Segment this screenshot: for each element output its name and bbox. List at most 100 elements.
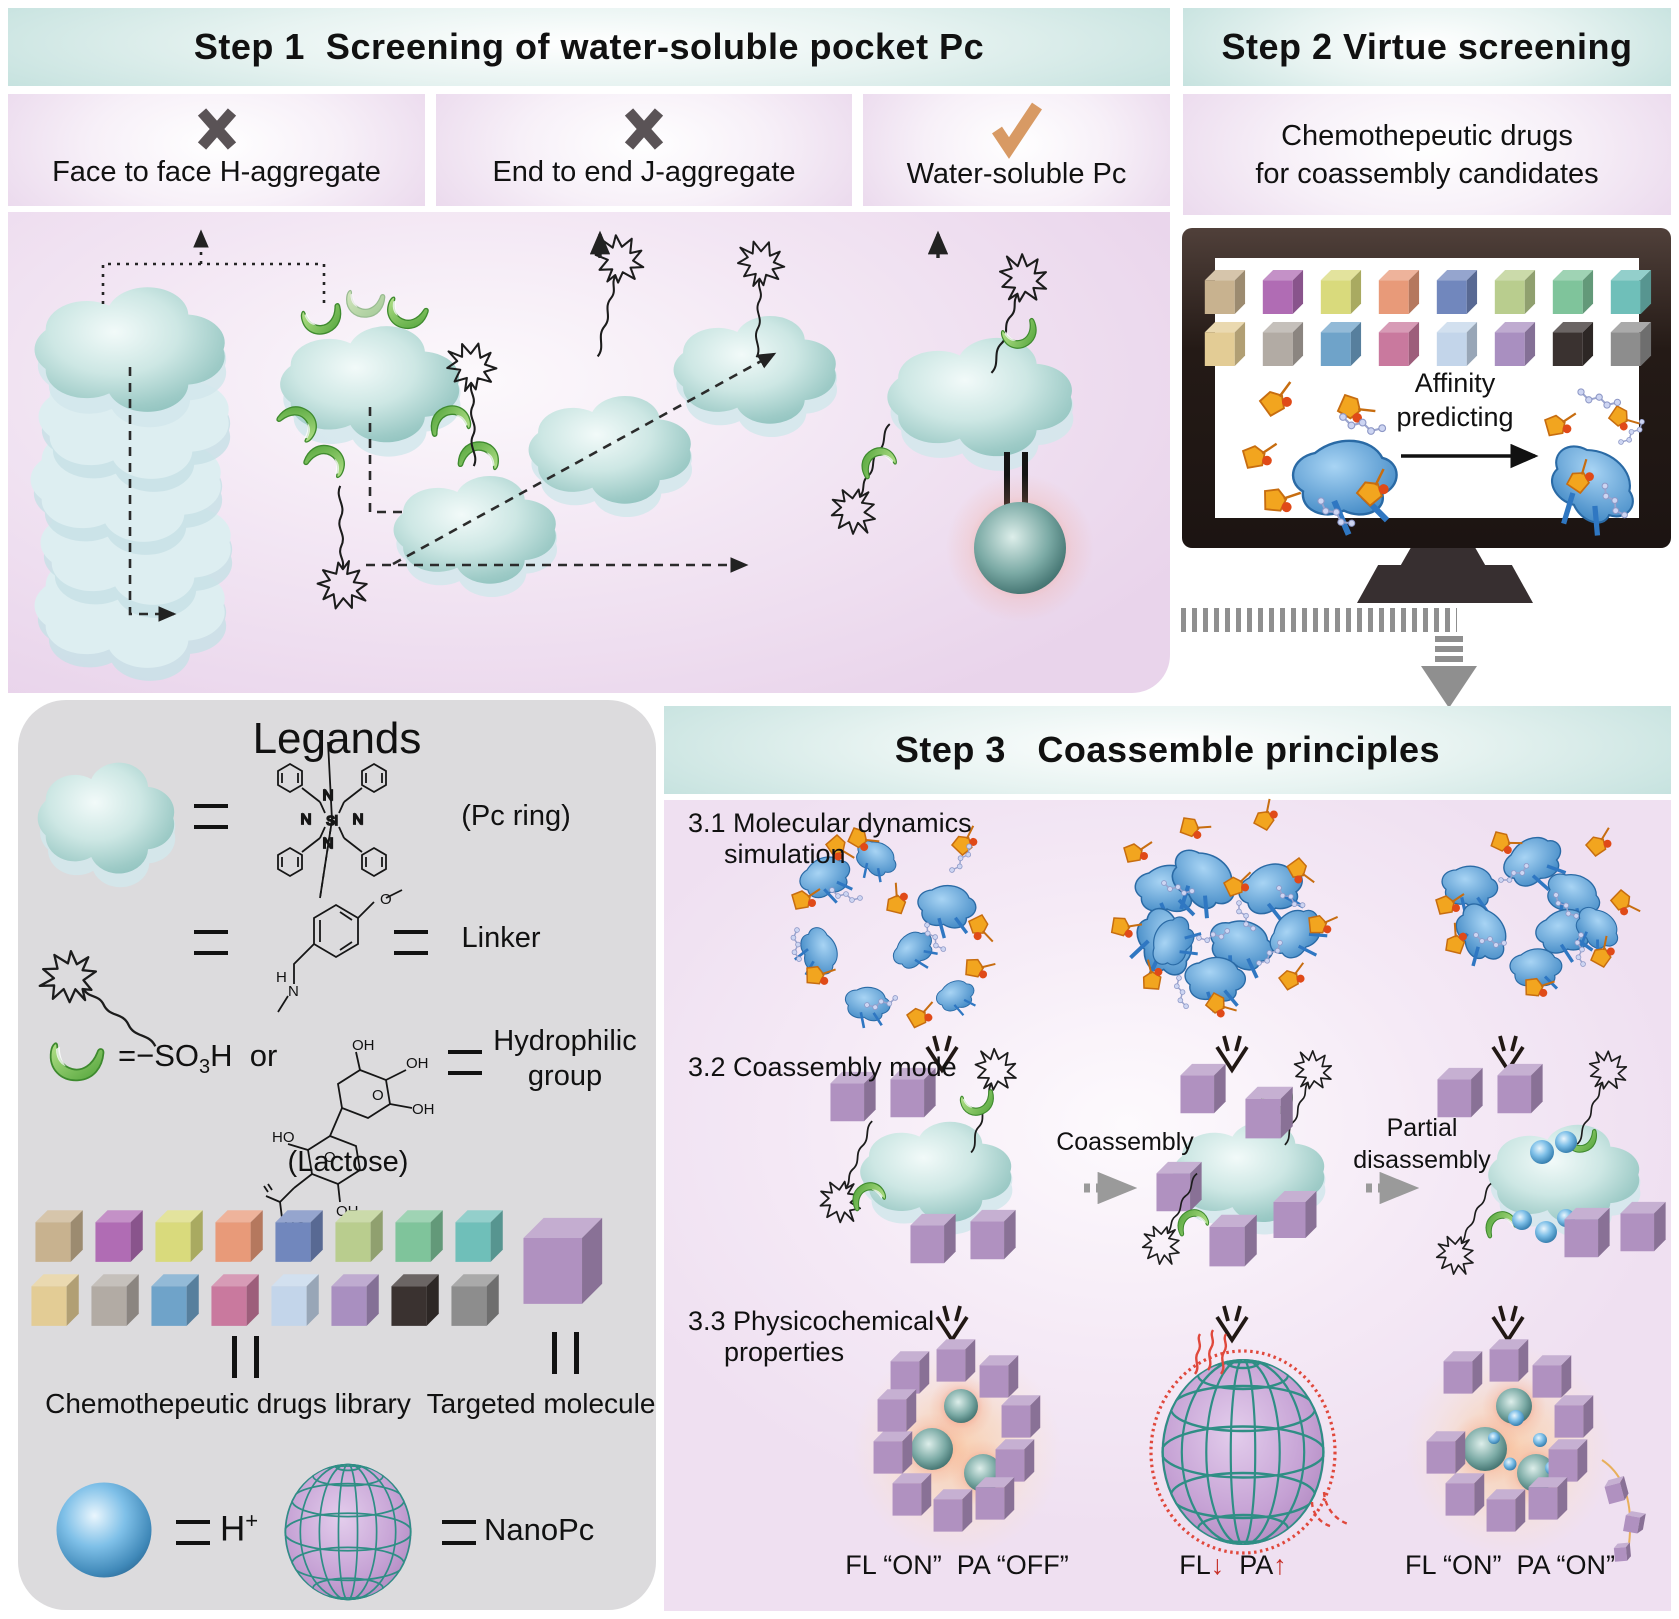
drug-cube-icon (1436, 269, 1478, 314)
drug-cube-icon (1610, 321, 1652, 366)
drug-cube-icon (215, 1210, 263, 1262)
s33-label: 3.3 Physicochemical properties (688, 1306, 935, 1367)
targeted-molecule-cube (518, 1214, 604, 1306)
step2-subtitle-box: Chemothepeutic drugs for coassembly cand… (1183, 94, 1671, 215)
equals-icon (394, 930, 428, 955)
partial-disassembly-label: Partial disassembly (1353, 1114, 1491, 1174)
monitor-screen: Affinity predicting (1204, 258, 1652, 518)
panel-water-soluble: Water-soluble Pc (863, 94, 1170, 206)
svg-text:Si: Si (326, 813, 338, 828)
s32-label: 3.2 Coassembly mode (688, 1052, 957, 1082)
proton-sphere-icon (56, 1482, 152, 1578)
panel-water-soluble-label: Water-soluble Pc (906, 158, 1127, 190)
double-down-arrow-icon (1215, 1304, 1249, 1342)
h-plus-label: H+ (220, 1508, 259, 1549)
svg-text:HO: HO (272, 1129, 295, 1146)
hydrophilic-label: Hydrophilic group (493, 1025, 637, 1092)
step3-title: Step 3 Coassemble principles (894, 729, 1441, 770)
drug-cube-icon (1262, 321, 1304, 366)
pc-ring-structure-icon: N N N N Si (277, 741, 387, 899)
fl-on-pa-off-illustration (853, 1339, 1061, 1556)
drug-cube-icon (1552, 269, 1594, 314)
panel-j-aggregate-label: End to end J-aggregate (492, 156, 796, 188)
drug-cube-icon (271, 1274, 319, 1326)
step1-illustration (8, 229, 1094, 693)
library-label: Chemothepeutic drugs library (45, 1388, 411, 1419)
drug-cube-icon (275, 1210, 323, 1262)
hydrophilic-pocket-icon (49, 1042, 105, 1082)
equals-icon (448, 1050, 482, 1075)
so3h-label: =−SO3H or (118, 1038, 278, 1079)
affinity-label: Affinity predicting (1396, 368, 1514, 432)
nanopc-sphere-icon (974, 502, 1066, 594)
svg-text:OH: OH (352, 1037, 375, 1054)
drug-cube-icon (1378, 321, 1420, 366)
drug-cube-icon (523, 1217, 603, 1304)
monitor-stand-base (1357, 565, 1533, 603)
svg-text:H: H (276, 969, 287, 986)
drug-cube-icon (1378, 269, 1420, 314)
pc-ring-label: (Pc ring) (461, 800, 571, 832)
lactose-structure-icon: O O OH OH OH HO OH HO (263, 1037, 435, 1236)
panel-h-aggregate: Face to face H-aggregate (8, 94, 425, 206)
linker-squiggle-icon (31, 939, 178, 1060)
drug-cube-icon (395, 1210, 443, 1262)
drug-cube-icon (211, 1274, 259, 1326)
h-aggregate-stack-illustration (31, 287, 233, 681)
svg-text:O: O (372, 1087, 384, 1104)
step3-illustration (664, 799, 1666, 1562)
drug-cube-icon (95, 1210, 143, 1262)
monitor-cube-row-2 (1204, 320, 1652, 367)
equals-icon (552, 1332, 579, 1374)
step1-header: Step 1 Screening of water-soluble pocket… (8, 8, 1170, 86)
step2-subtitle-line2: for coassembly candidates (1255, 157, 1599, 190)
svg-text:N: N (301, 811, 312, 828)
step3-header: Step 3 Coassemble principles (664, 706, 1671, 794)
svg-text:N: N (323, 835, 334, 852)
fl-pa-left-label: FL “ON” PA “OFF” (845, 1550, 1069, 1580)
monitor-stand-neck (1398, 548, 1488, 570)
svg-text:OH: OH (412, 1101, 435, 1118)
library-cube-row-2 (28, 1272, 500, 1327)
svg-text:N: N (288, 983, 299, 1000)
drug-cube-icon (91, 1274, 139, 1326)
step2-header: Step 2 Virtue screening (1183, 8, 1671, 86)
svg-text:OH: OH (406, 1055, 429, 1072)
double-down-arrow-icon (1491, 1304, 1525, 1342)
drug-cube-icon (1494, 321, 1536, 366)
monitor-cube-row-1 (1204, 268, 1652, 315)
drug-cube-icon (1204, 269, 1246, 314)
pocket-pc-illustration (273, 289, 500, 520)
drug-cube-icon (391, 1274, 439, 1326)
drug-cube-icon (451, 1274, 499, 1326)
drug-cube-icon (331, 1274, 379, 1326)
md-simulation-compact-icon (1436, 827, 1640, 1001)
drug-cube-icon (1552, 321, 1594, 366)
svg-text:O: O (380, 891, 392, 908)
step2-subtitle-line1: Chemothepeutic drugs (1281, 119, 1573, 152)
md-simulation-dense-icon (1108, 799, 1338, 1023)
keyboard-icon (1181, 608, 1457, 632)
nanopc-label: NanoPc (484, 1512, 595, 1547)
monitor: Affinity predicting (1182, 228, 1671, 548)
double-down-arrow-icon (935, 1304, 969, 1342)
svg-text:N: N (353, 811, 364, 828)
drug-cube-icon (1262, 269, 1304, 314)
drug-cube-icon (1204, 321, 1246, 366)
equals-icon (442, 1520, 476, 1545)
cross-icon (197, 108, 236, 150)
legends-title: Legands (252, 714, 422, 763)
fl-on-pa-on-illustration (1406, 1339, 1646, 1562)
legends-panel: Legands N N N N Si (Pc ring) (18, 700, 656, 1610)
svg-text:O: O (324, 1149, 336, 1166)
drug-cube-icon (155, 1210, 203, 1262)
coassembly-assembled-illustration (1135, 1046, 1338, 1270)
drug-cube-icon (1494, 269, 1536, 314)
drug-cube-icon (335, 1210, 383, 1262)
cross-icon (624, 108, 664, 150)
equals-icon (176, 1520, 210, 1545)
flow-down-arrow-icon (1421, 636, 1477, 708)
drug-cube-icon (151, 1274, 199, 1326)
step1-title: Step 1 Screening of water-soluble pocket… (193, 26, 985, 67)
drug-cube-icon (1436, 321, 1478, 366)
